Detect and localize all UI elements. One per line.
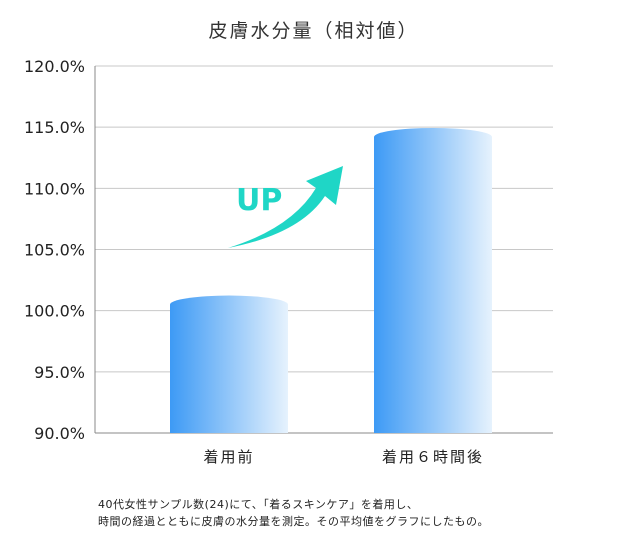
- y-tick-label: 120.0%: [24, 57, 85, 76]
- footnote: 40代女性サンプル数(24)にて、「着るスキンケア」を着用し、 時間の経過ととも…: [98, 496, 489, 530]
- footnote-line-1: 40代女性サンプル数(24)にて、「着るスキンケア」を着用し、: [98, 498, 419, 511]
- y-tick-label: 95.0%: [34, 363, 85, 382]
- y-tick-label: 110.0%: [24, 179, 85, 198]
- bar-2: [374, 127, 493, 434]
- y-tick-label: 115.0%: [24, 118, 85, 137]
- y-tick-label: 100.0%: [24, 302, 85, 321]
- up-arrow: [228, 166, 343, 248]
- bar-1: [170, 295, 288, 433]
- up-label: UP: [236, 183, 282, 218]
- y-tick-label: 105.0%: [24, 241, 85, 260]
- chart-title: 皮膚水分量（相対値）: [208, 20, 419, 42]
- category-label: 着用６時間後: [382, 448, 484, 466]
- y-tick-label: 90.0%: [34, 424, 85, 443]
- category-label: 着用前: [203, 448, 254, 466]
- footnote-line-2: 時間の経過とともに皮膚の水分量を測定。その平均値をグラフにしたもの。: [98, 515, 489, 528]
